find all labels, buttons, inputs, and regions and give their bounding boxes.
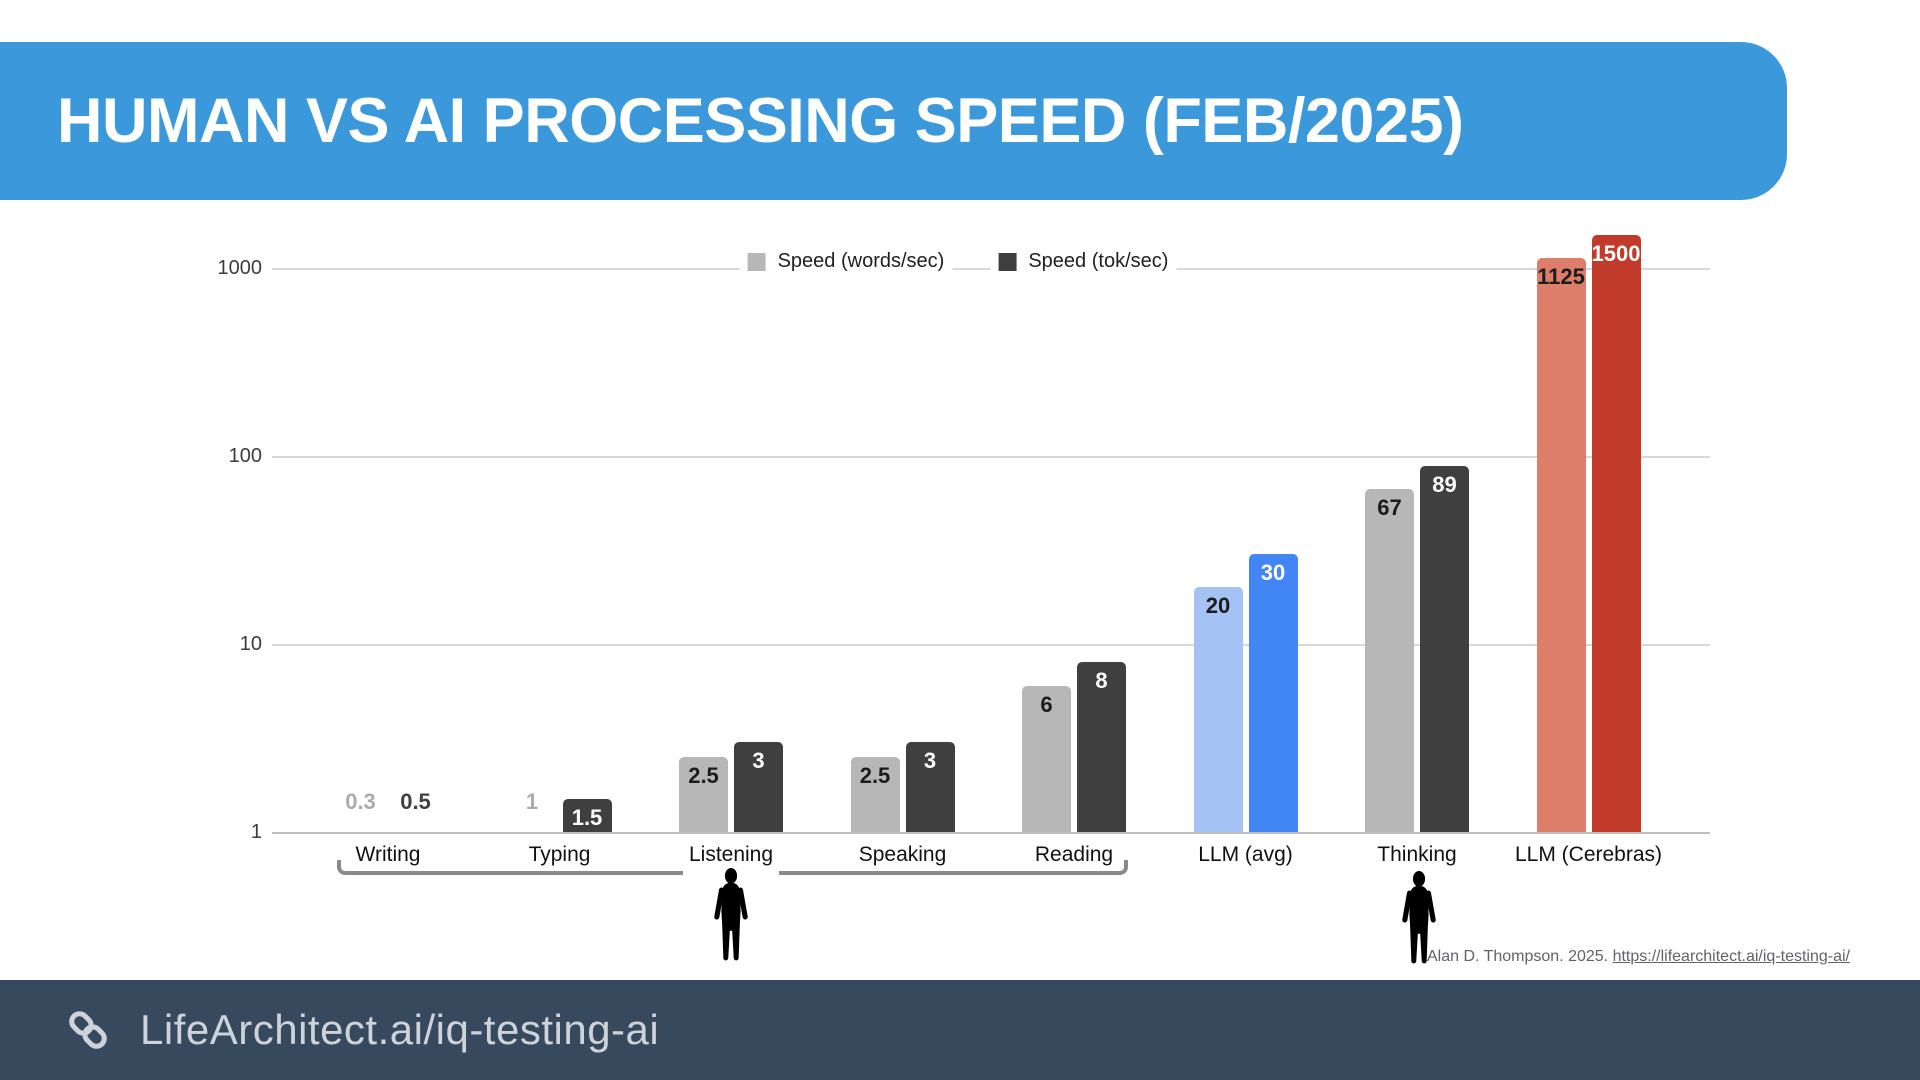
y-axis-tick-label: 10 [239,633,262,655]
bar-value-label: 89 [1432,471,1457,497]
x-axis-label-typing: Typing [528,843,591,866]
bar-value-label: 6 [1040,691,1053,717]
bar-value-label: 1500 [1591,240,1641,266]
bar-llm-avg-words [1193,587,1243,832]
bar-value-label: 3 [752,748,765,774]
bar-thinking-words [1365,488,1414,832]
link-icon [69,1011,107,1049]
bar-llm-avg-tok [1248,554,1298,832]
bar-llm-cerebras-tok [1591,234,1641,832]
legend-item-words-per-sec: Speed (words/sec) [739,247,953,276]
human-skills-bracket-left-segment [337,860,683,875]
gridline [272,644,1710,646]
bar-speaking-tok [905,742,955,832]
x-axis-label-speaking: Speaking [858,843,947,866]
legend-label-tok: Speed (tok/sec) [1028,250,1169,272]
y-axis-tick-label: 100 [228,445,262,467]
legend-label-words: Speed (words/sec) [777,250,945,272]
bar-speaking-words [850,757,900,832]
x-axis-label-reading: Reading [1034,843,1114,866]
bar-value-label: 1 [525,789,539,814]
bar-llm-cerebras-words [1536,258,1586,832]
bar-value-label: 3 [923,748,937,774]
chart-legend: Speed (words/sec) Speed (tok/sec) [739,247,1177,276]
legend-swatch-tok-icon [998,252,1017,271]
footer-link-text: LifeArchitect.ai/iq-testing-ai [140,1006,660,1053]
bar-reading-tok [1077,662,1126,832]
bar-reading-words [1022,685,1071,832]
attribution: Alan D. Thompson. 2025. https://lifearch… [1427,948,1850,966]
human-silhouette-icon [714,868,748,961]
bar-typing-tok [562,798,612,832]
legend-swatch-words-icon [747,252,766,271]
x-axis-label-thinking: Thinking [1377,843,1457,866]
bar-value-label: 2.5 [688,763,719,789]
footer-bar: LifeArchitect.ai/iq-testing-ai [0,980,1920,1080]
gridline [272,456,1710,458]
bar-value-label: 0.5 [400,789,431,814]
human-skills-bracket-right-segment [779,860,1128,875]
x-axis-label-llm-cerebras: LLM (Cerebras) [1514,843,1663,866]
bar-value-label: 30 [1260,560,1286,586]
bar-value-label: 1125 [1537,264,1585,290]
y-axis-tick-label: 1 [250,821,262,843]
human-silhouette-icon [1402,871,1436,964]
y-axis-tick-label: 1000 [217,257,263,279]
gridline [272,832,1710,834]
bar-listening-tok [734,742,783,832]
legend-item-tok-per-sec: Speed (tok/sec) [990,247,1177,276]
title-bar: HUMAN VS AI PROCESSING SPEED (FEB/2025) [0,42,1787,200]
bar-listening-words [679,757,728,832]
bar-value-label: 1.5 [571,804,603,830]
x-axis-label-writing: Writing [355,843,421,866]
x-axis-label-listening: Listening [688,843,774,866]
bar-value-label: 20 [1205,593,1231,619]
bar-value-label: 8 [1095,668,1108,694]
x-axis-label-llm-avg: LLM (avg) [1198,843,1293,866]
bar-value-label: 67 [1377,494,1402,520]
bar-thinking-tok [1420,465,1469,832]
page-title: HUMAN VS AI PROCESSING SPEED (FEB/2025) [57,86,1464,156]
bar-value-label: 0.3 [345,789,376,814]
bar-value-label: 2.5 [859,763,891,789]
attribution-link[interactable]: https://lifearchitect.ai/iq-testing-ai/ [1612,948,1850,965]
attribution-text: Alan D. Thompson. 2025. [1426,948,1613,965]
